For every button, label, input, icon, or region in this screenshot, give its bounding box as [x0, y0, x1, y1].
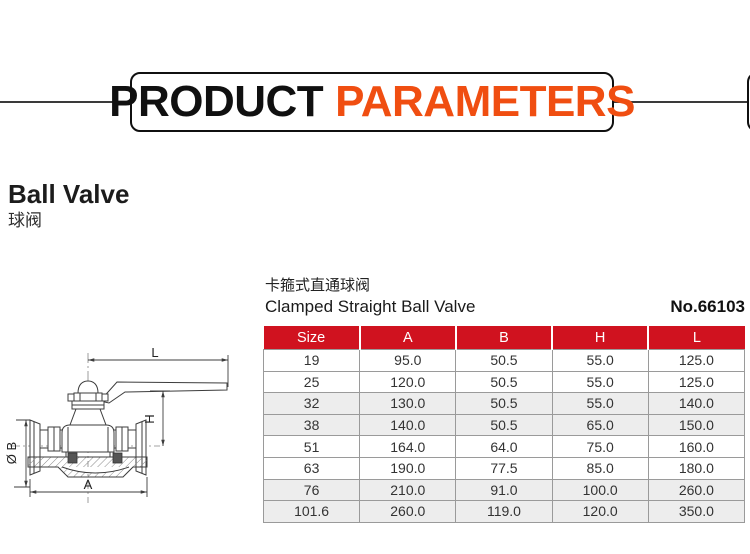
table-cell: 140.0: [647, 392, 746, 415]
table-cell: 164.0: [359, 435, 457, 458]
table-cell: 55.0: [551, 370, 649, 394]
dim-label-A: A: [84, 477, 93, 492]
table-cell: 101.6: [262, 500, 361, 523]
table-cell: 38: [262, 413, 361, 437]
dim-label-OB: Ø B: [4, 442, 19, 464]
valve-bolt-left: [67, 452, 78, 464]
table-cell: 130.0: [359, 392, 457, 415]
table-cell: 51: [262, 435, 361, 458]
table-cell: 125.0: [647, 370, 746, 394]
table-row: 101.6 260.0 119.0 120.0 350.0: [262, 500, 746, 523]
spec-subtitle-cn: 卡箍式直通球阀: [265, 277, 371, 294]
table-cell: 19: [262, 349, 361, 372]
product-title-en: Ball Valve: [8, 179, 130, 209]
spec-table-head: Size A B H L: [263, 326, 745, 350]
spec-model-number: No.66103: [670, 297, 745, 316]
table-cell: 85.0: [551, 456, 649, 480]
table-cell: 125.0: [647, 349, 746, 372]
table-cell: 77.5: [455, 456, 553, 480]
product-title-cn: 球阀: [8, 211, 42, 230]
table-cell: 50.5: [455, 349, 553, 372]
table-row: 32 130.0 50.5 55.0 140.0: [262, 392, 746, 415]
table-cell: 120.0: [359, 370, 457, 394]
table-cell: 50.5: [455, 370, 553, 394]
table-cell: 25: [262, 370, 361, 394]
dim-label-L: L: [151, 345, 158, 360]
dimension-lines: [14, 355, 229, 497]
table-cell: 65.0: [551, 413, 649, 437]
banner-title-black: PRODUCT: [109, 77, 324, 126]
valve-bolt-right: [112, 452, 123, 464]
spec-table-body: 19 95.0 50.5 55.0 125.0 25 120.0 50.5 55.0 125.0 3…: [262, 349, 746, 523]
table-cell: 150.0: [647, 413, 746, 437]
table-cell: 210.0: [359, 478, 457, 502]
table-row: 25 120.0 50.5 55.0 125.0: [262, 370, 746, 394]
spec-subtitle-en: Clamped Straight Ball Valve: [265, 297, 476, 316]
valve-stem-nut: [73, 392, 103, 402]
column-header: B: [454, 326, 554, 350]
table-cell: 76: [262, 478, 361, 502]
table-cell: 91.0: [455, 478, 553, 502]
table-cell: 119.0: [455, 500, 553, 523]
column-header: A: [358, 326, 457, 350]
table-cell: 75.0: [551, 435, 649, 458]
table-cell: 140.0: [359, 413, 457, 437]
section-banner: PRODUCT PARAMETERS: [109, 72, 635, 132]
table-cell: 100.0: [551, 478, 649, 502]
table-cell: 55.0: [551, 392, 649, 415]
table-cell: 350.0: [647, 500, 746, 523]
table-row: 63 190.0 77.5 85.0 180.0: [262, 456, 746, 480]
spec-table: Size A B H L 19 95.0 50.5 55.0 125.0 25 120.0 50.5 5…: [262, 326, 746, 523]
table-cell: 63: [262, 456, 361, 480]
table-cell: 55.0: [551, 349, 649, 372]
table-cell: 160.0: [647, 435, 746, 458]
table-cell: 32: [262, 392, 361, 415]
column-header: H: [551, 326, 650, 350]
valve-handle: [99, 381, 228, 404]
table-row: 76 210.0 91.0 100.0 260.0: [262, 478, 746, 502]
column-header: L: [647, 326, 745, 350]
table-cell: 64.0: [455, 435, 553, 458]
table-cell: 95.0: [359, 349, 457, 372]
table-cell: 260.0: [647, 478, 746, 502]
table-cell: 180.0: [647, 456, 746, 480]
valve-center-body: [61, 424, 115, 453]
valve-technical-drawing: L Ø B H A: [4, 345, 229, 503]
dim-label-H: H: [142, 414, 157, 423]
table-row: 19 95.0 50.5 55.0 125.0: [262, 349, 746, 372]
table-cell: 120.0: [551, 500, 649, 523]
table-cell: 50.5: [455, 413, 553, 437]
table-cell: 260.0: [359, 500, 457, 523]
table-row: 38 140.0 50.5 65.0 150.0: [262, 413, 746, 437]
banner-title-accent: PARAMETERS: [335, 77, 635, 126]
table-cell: 50.5: [455, 392, 553, 415]
spec-table-header-row: Size A B H L: [263, 326, 745, 350]
table-row: 51 164.0 64.0 75.0 160.0: [262, 435, 746, 458]
column-header: Size: [263, 326, 361, 350]
table-cell: 190.0: [359, 456, 457, 480]
valve-ball-arc: [61, 466, 130, 474]
valve-dome-cap: [77, 380, 99, 394]
